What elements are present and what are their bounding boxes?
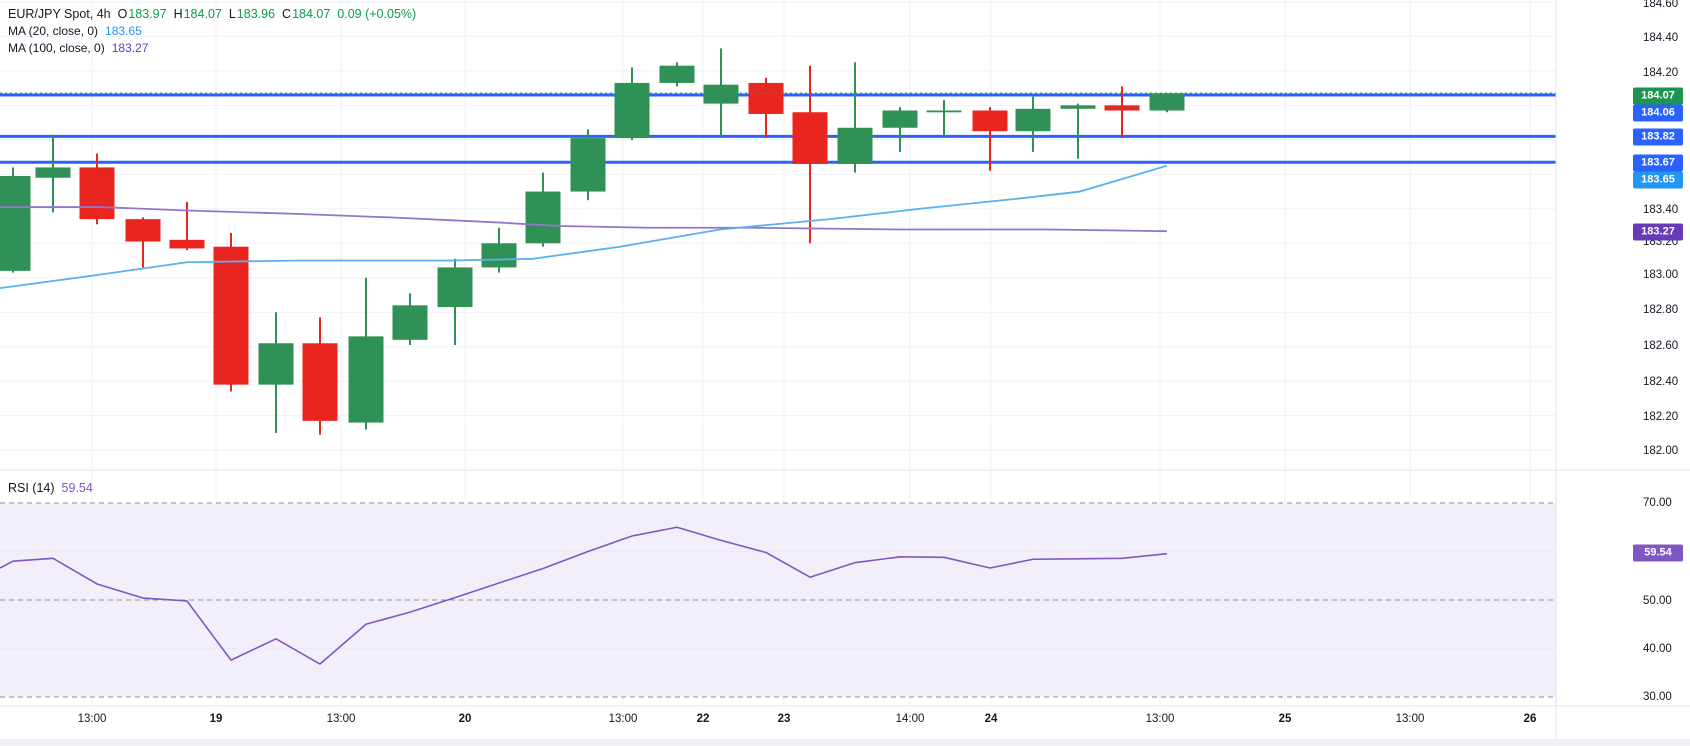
ohlc-value: 183.96 <box>236 7 276 21</box>
price-tick-label: 182.20 <box>1643 411 1679 423</box>
ohlc-key: C <box>282 7 292 21</box>
candle-body <box>258 343 294 385</box>
symbol-legend: EUR/JPY Spot, 4h O183.97 H184.07 L183.96 C18… <box>8 6 416 57</box>
candle-body <box>659 65 695 83</box>
price-tick-label: 182.00 <box>1643 445 1679 457</box>
rsi-value: 59.54 <box>61 481 93 495</box>
rsi-label: RSI (14) <box>8 481 55 495</box>
ma20-value: 183.65 <box>105 24 142 38</box>
rsi-legend-row[interactable]: RSI (14) 59.54 <box>8 480 93 496</box>
time-tick-label: 20 <box>458 713 472 725</box>
time-tick-label: 14:00 <box>895 713 925 725</box>
candle-body <box>926 110 962 113</box>
ohlc-key: H <box>173 7 183 21</box>
time-tick-label: 13:00 <box>326 713 356 725</box>
candle-body <box>169 239 205 249</box>
ma100-legend-row[interactable]: MA (100, close, 0) 183.27 <box>8 40 416 57</box>
change-value: 0.09 (+0.05%) <box>337 7 417 21</box>
ohlc-key: L <box>228 7 236 21</box>
candle-body <box>392 305 428 340</box>
candle-body <box>437 267 473 308</box>
candle-body <box>348 336 384 423</box>
price-badge: 183.82 <box>1633 128 1683 146</box>
candle-body <box>525 191 561 244</box>
time-tick-label: 19 <box>209 713 223 725</box>
rsi-line <box>0 526 1168 665</box>
ohlc-values: O183.97 H184.07 L183.96 C184.07 <box>111 7 331 21</box>
price-badge: 183.67 <box>1633 154 1683 172</box>
candles[interactable] <box>0 48 1185 435</box>
candle-body <box>481 243 517 268</box>
ma100-value: 183.27 <box>111 41 149 55</box>
time-tick-label: 22 <box>696 713 710 725</box>
candle-body <box>703 84 739 104</box>
candle-body <box>1060 105 1096 109</box>
price-badge: 59.54 <box>1633 544 1683 562</box>
candle-body <box>792 112 828 164</box>
candle-body <box>837 127 873 164</box>
gridlines <box>0 0 1556 706</box>
candle-body <box>213 246 249 385</box>
ohlc-value: 183.97 <box>128 7 167 21</box>
ohlc-key: O <box>117 7 128 21</box>
price-tick-label: 30.00 <box>1643 691 1672 703</box>
candle-body <box>614 82 650 139</box>
price-tick-label: 183.00 <box>1643 269 1679 281</box>
price-tick-label: 184.40 <box>1643 32 1679 44</box>
price-tick-label: 182.60 <box>1643 340 1679 352</box>
ma100-line <box>0 206 1168 233</box>
price-tick-label: 184.60 <box>1643 0 1679 10</box>
ma20-label: MA (20, close, 0) <box>8 24 99 38</box>
price-axis[interactable]: 184.60 184.40 184.20 183.40 183.20 183.00 182.… <box>1556 0 1690 706</box>
time-tick-label: 26 <box>1523 713 1537 725</box>
time-tick-label: 13:00 <box>1395 713 1425 725</box>
time-tick-label: 13:00 <box>77 713 107 725</box>
candle-body <box>79 167 115 220</box>
time-tick-label: 13:00 <box>608 713 638 725</box>
ohlc-value: 184.07 <box>292 7 331 21</box>
price-tick-label: 40.00 <box>1643 643 1672 655</box>
time-axis[interactable]: 13:00 19 13:00 20 13:00 22 23 14:00 24 13:00 25 13:… <box>0 706 1690 746</box>
candle-body <box>1104 105 1140 111</box>
price-tick-label: 50.00 <box>1643 595 1672 607</box>
ma100-label: MA (100, close, 0) <box>8 41 105 55</box>
time-tick-label: 24 <box>984 713 998 725</box>
price-badge: 184.06 <box>1633 104 1683 122</box>
candle-body <box>748 82 784 114</box>
price-tick-label: 183.40 <box>1643 204 1679 216</box>
candle-body <box>1015 108 1051 132</box>
price-badge: 183.27 <box>1633 223 1683 241</box>
price-badge: 184.07 <box>1633 87 1683 105</box>
price-tick-label: 70.00 <box>1643 497 1672 509</box>
symbol-row[interactable]: EUR/JPY Spot, 4h O183.97 H184.07 L183.96 C18… <box>8 6 416 23</box>
ohlc-value: 184.07 <box>183 7 222 21</box>
time-tick-label: 13:00 <box>1145 713 1175 725</box>
ma20-line <box>0 164 1168 289</box>
time-tick-label: 25 <box>1278 713 1292 725</box>
time-tick-label: 23 <box>777 713 791 725</box>
price-badge: 183.65 <box>1633 171 1683 189</box>
ma20-legend-row[interactable]: MA (20, close, 0) 183.65 <box>8 23 416 40</box>
candle-body <box>302 343 338 421</box>
candle-body <box>570 138 606 192</box>
candle-body <box>125 219 161 242</box>
bottom-strip <box>0 739 1690 746</box>
price-tick-label: 184.20 <box>1643 67 1679 79</box>
candle-body <box>0 176 31 271</box>
candle-body <box>1149 93 1185 111</box>
candle-body <box>972 110 1008 132</box>
price-tick-label: 182.40 <box>1643 376 1679 388</box>
candle-body <box>35 167 71 178</box>
price-tick-label: 182.80 <box>1643 304 1679 316</box>
candle-body <box>882 110 918 128</box>
symbol-title: EUR/JPY Spot, 4h <box>8 7 111 21</box>
